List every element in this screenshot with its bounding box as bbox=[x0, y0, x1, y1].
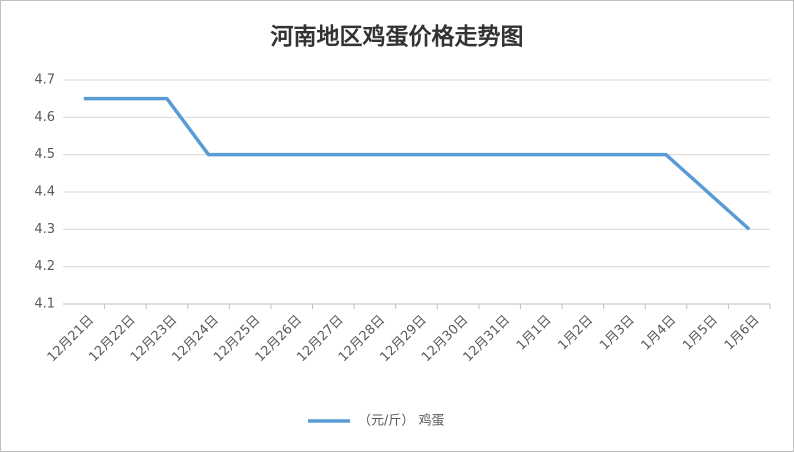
legend-label: （元/斤） 鸡蛋 bbox=[358, 413, 445, 429]
y-tick-label: 4.7 bbox=[34, 73, 55, 88]
y-tick-label: 4.3 bbox=[34, 222, 55, 237]
y-tick-label: 4.2 bbox=[34, 259, 55, 274]
chart-title: 河南地区鸡蛋价格走势图 bbox=[271, 23, 524, 50]
y-tick-label: 4.5 bbox=[34, 147, 55, 162]
y-tick-label: 4.6 bbox=[34, 110, 55, 125]
y-tick-label: 4.4 bbox=[34, 185, 55, 200]
y-tick-label: 4.1 bbox=[34, 297, 55, 312]
data-line bbox=[83, 96, 751, 231]
